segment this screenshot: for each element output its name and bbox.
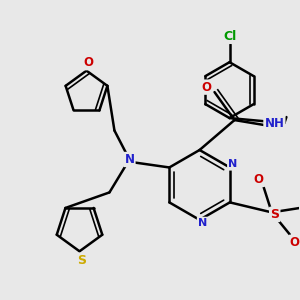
Text: NH: NH xyxy=(265,117,284,130)
Text: O: O xyxy=(83,56,94,69)
Text: S: S xyxy=(77,254,86,267)
Text: O: O xyxy=(202,81,212,94)
Text: N: N xyxy=(198,218,207,228)
Text: N: N xyxy=(124,153,134,166)
Text: N: N xyxy=(228,160,237,170)
Text: O: O xyxy=(254,173,264,186)
Text: Cl: Cl xyxy=(223,30,236,43)
Text: O: O xyxy=(290,236,300,249)
Text: S: S xyxy=(270,208,279,221)
